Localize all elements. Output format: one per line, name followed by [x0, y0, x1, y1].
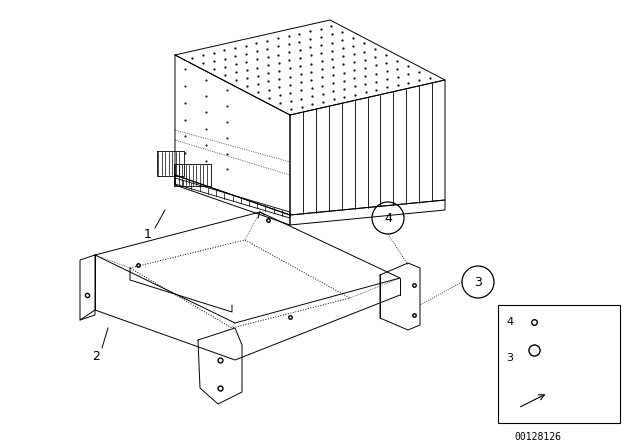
Text: 1: 1 [144, 228, 152, 241]
Text: 00128126: 00128126 [515, 432, 561, 442]
Text: 2: 2 [92, 349, 100, 362]
Text: 4: 4 [384, 211, 392, 224]
Text: 3: 3 [506, 353, 513, 363]
Text: 4: 4 [506, 317, 513, 327]
Text: 3: 3 [474, 276, 482, 289]
Bar [498, 305, 620, 423]
